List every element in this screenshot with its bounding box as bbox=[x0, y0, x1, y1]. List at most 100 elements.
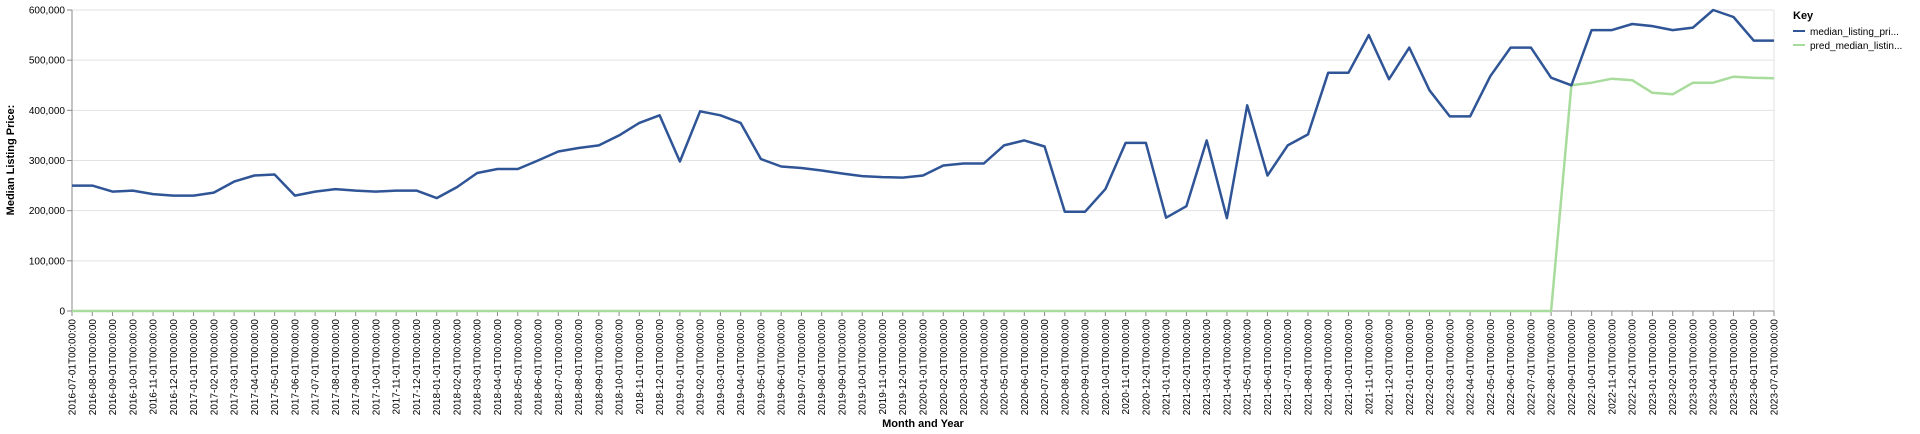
series-line-1 bbox=[72, 75, 1775, 313]
x-tick-label: 2023-01-01T00:00:00 bbox=[1648, 319, 1659, 416]
x-tick-label: 2017-01-01T00:00:00 bbox=[189, 319, 200, 416]
x-tick-label: 2023-03-01T00:00:00 bbox=[1688, 319, 1699, 416]
y-tick-labels: 0 100,000 200,000 300,000 400,000 500,000 600,… bbox=[29, 6, 72, 318]
x-tick-label: 2019-11-01T00:00:00 bbox=[878, 319, 889, 415]
x-tick-label: 2017-10-01T00:00:00 bbox=[371, 319, 382, 416]
x-tick-label: 2017-12-01T00:00:00 bbox=[412, 319, 423, 416]
x-tick-label: 2021-09-01T00:00:00 bbox=[1324, 319, 1335, 416]
x-tick-label: 2017-02-01T00:00:00 bbox=[209, 319, 220, 416]
x-tick-label: 2021-12-01T00:00:00 bbox=[1385, 319, 1396, 416]
y-tick-label: 600,000 bbox=[29, 6, 66, 17]
x-tick-label: 2019-07-01T00:00:00 bbox=[797, 319, 808, 416]
x-tick-label: 2018-12-01T00:00:00 bbox=[655, 319, 666, 416]
x-tick-label: 2019-05-01T00:00:00 bbox=[756, 319, 767, 416]
x-tick-label: 2020-04-01T00:00:00 bbox=[979, 319, 990, 416]
x-tick-label: 2020-09-01T00:00:00 bbox=[1081, 319, 1092, 416]
x-tick-label: 2016-07-01T00:00:00 bbox=[68, 319, 79, 416]
x-tick-label: 2018-04-01T00:00:00 bbox=[493, 319, 504, 416]
x-tick-label: 2017-03-01T00:00:00 bbox=[230, 319, 241, 416]
x-tick-label: 2016-12-01T00:00:00 bbox=[169, 319, 180, 416]
x-tick-label: 2020-12-01T00:00:00 bbox=[1141, 319, 1152, 416]
x-tick-label: 2022-02-01T00:00:00 bbox=[1425, 319, 1436, 416]
x-tick-label: 2018-11-01T00:00:00 bbox=[635, 319, 646, 415]
x-tick-label: 2019-04-01T00:00:00 bbox=[736, 319, 747, 416]
legend: Key median_listing_pri... pred_median_li… bbox=[1793, 10, 1902, 52]
y-tick-label: 200,000 bbox=[29, 206, 66, 217]
x-tick-label: 2018-01-01T00:00:00 bbox=[432, 319, 443, 416]
x-tick-label: 2021-02-01T00:00:00 bbox=[1182, 319, 1193, 416]
x-tick-label: 2021-04-01T00:00:00 bbox=[1222, 319, 1233, 416]
x-tick-label: 2022-10-01T00:00:00 bbox=[1587, 319, 1598, 416]
x-tick-label: 2022-09-01T00:00:00 bbox=[1567, 319, 1578, 416]
x-tick-label: 2018-06-01T00:00:00 bbox=[534, 319, 545, 416]
x-tick-label: 2023-06-01T00:00:00 bbox=[1749, 319, 1760, 416]
x-tick-label: 2019-12-01T00:00:00 bbox=[898, 319, 909, 416]
x-tick-label: 2022-04-01T00:00:00 bbox=[1466, 319, 1477, 416]
x-tick-label: 2019-10-01T00:00:00 bbox=[858, 319, 869, 416]
x-tick-label: 2018-10-01T00:00:00 bbox=[615, 319, 626, 416]
x-tick-label: 2017-08-01T00:00:00 bbox=[331, 319, 342, 416]
x-tick-label: 2016-10-01T00:00:00 bbox=[128, 319, 139, 416]
x-tick-label: 2016-08-01T00:00:00 bbox=[88, 319, 99, 416]
x-tick-label: 2019-09-01T00:00:00 bbox=[837, 319, 848, 416]
x-tick-label: 2019-01-01T00:00:00 bbox=[675, 319, 686, 416]
y-axis-title: Median Listing Price: bbox=[5, 105, 17, 216]
x-tick-label: 2020-11-01T00:00:00 bbox=[1121, 319, 1132, 415]
x-tick-label: 2020-01-01T00:00:00 bbox=[919, 319, 930, 416]
x-tick-label: 2021-06-01T00:00:00 bbox=[1263, 319, 1274, 416]
legend-label-pred: pred_median_listin... bbox=[1810, 41, 1902, 52]
x-tick-label: 2019-06-01T00:00:00 bbox=[777, 319, 788, 416]
x-tick-label: 2016-09-01T00:00:00 bbox=[108, 319, 119, 416]
x-tick-label: 2021-03-01T00:00:00 bbox=[1202, 319, 1213, 416]
y-tick-label: 300,000 bbox=[29, 156, 66, 167]
x-tick-label: 2023-07-01T00:00:00 bbox=[1770, 319, 1781, 416]
x-tick-label: 2020-06-01T00:00:00 bbox=[1020, 319, 1031, 416]
x-tick-label: 2018-08-01T00:00:00 bbox=[574, 319, 585, 416]
x-tick-label: 2022-05-01T00:00:00 bbox=[1486, 319, 1497, 416]
x-tick-label: 2021-01-01T00:00:00 bbox=[1162, 319, 1173, 416]
x-tick-label: 2022-01-01T00:00:00 bbox=[1405, 319, 1416, 416]
x-tick-label: 2022-07-01T00:00:00 bbox=[1526, 319, 1537, 416]
x-tick-label: 2018-02-01T00:00:00 bbox=[452, 319, 463, 416]
x-tick-label: 2023-02-01T00:00:00 bbox=[1668, 319, 1679, 416]
x-tick-label: 2017-09-01T00:00:00 bbox=[351, 319, 362, 416]
x-tick-label: 2022-11-01T00:00:00 bbox=[1607, 319, 1618, 415]
x-tick-label: 2020-08-01T00:00:00 bbox=[1060, 319, 1071, 416]
x-tick-label: 2019-08-01T00:00:00 bbox=[817, 319, 828, 416]
x-tick-label: 2017-04-01T00:00:00 bbox=[250, 319, 261, 416]
x-tick-label: 2017-07-01T00:00:00 bbox=[311, 319, 322, 416]
legend-label-median: median_listing_pri... bbox=[1810, 27, 1899, 38]
x-tick-label: 2018-09-01T00:00:00 bbox=[594, 319, 605, 416]
x-tick-label: 2017-11-01T00:00:00 bbox=[392, 319, 403, 415]
series-line-0 bbox=[72, 8, 1774, 220]
y-tick-label: 500,000 bbox=[29, 56, 66, 67]
x-tick-label: 2020-03-01T00:00:00 bbox=[959, 319, 970, 416]
x-axis-title: Month and Year bbox=[882, 418, 964, 430]
x-tick-label: 2016-11-01T00:00:00 bbox=[149, 319, 160, 415]
x-tick-label: 2021-07-01T00:00:00 bbox=[1283, 319, 1294, 416]
x-tick-label: 2021-05-01T00:00:00 bbox=[1243, 319, 1254, 416]
x-tick-label: 2019-02-01T00:00:00 bbox=[696, 319, 707, 416]
x-tick-label: 2017-05-01T00:00:00 bbox=[270, 319, 281, 416]
x-tick-label: 2019-03-01T00:00:00 bbox=[716, 319, 727, 416]
series-lines bbox=[72, 8, 1775, 313]
x-tick-label: 2022-12-01T00:00:00 bbox=[1628, 319, 1639, 416]
gridlines bbox=[72, 9, 1775, 312]
x-tick-label: 2023-05-01T00:00:00 bbox=[1729, 319, 1740, 416]
x-tick-label: 2020-05-01T00:00:00 bbox=[1000, 319, 1011, 416]
x-tick-label: 2022-08-01T00:00:00 bbox=[1547, 319, 1558, 416]
x-tick-label: 2020-07-01T00:00:00 bbox=[1040, 319, 1051, 416]
x-tick-label: 2020-02-01T00:00:00 bbox=[939, 319, 950, 416]
x-tick-label: 2023-04-01T00:00:00 bbox=[1709, 319, 1720, 416]
x-tick-label: 2021-11-01T00:00:00 bbox=[1364, 319, 1375, 415]
x-tick-label: 2018-07-01T00:00:00 bbox=[554, 319, 565, 416]
x-tick-label: 2017-06-01T00:00:00 bbox=[290, 319, 301, 416]
x-tick-label: 2021-08-01T00:00:00 bbox=[1303, 319, 1314, 416]
y-tick-label: 0 bbox=[59, 307, 65, 318]
legend-title: Key bbox=[1793, 10, 1814, 22]
x-tick-labels: 2016-07-01T00:00:00 2016-08-01T00:00:00 20… bbox=[68, 311, 1781, 415]
x-tick-label: 2020-10-01T00:00:00 bbox=[1101, 319, 1112, 416]
x-tick-label: 2021-10-01T00:00:00 bbox=[1344, 319, 1355, 416]
y-tick-label: 100,000 bbox=[29, 256, 66, 267]
